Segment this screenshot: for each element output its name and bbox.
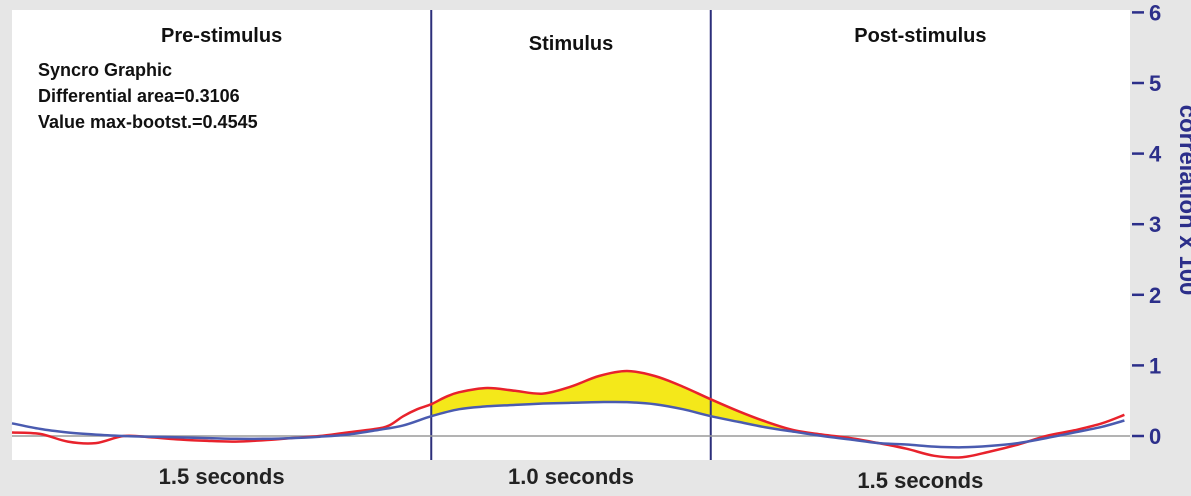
- y-axis: 0 1 2 3 4 5 6: [1132, 0, 1162, 449]
- series-layer: [11, 369, 1125, 459]
- annotation-1: Differential area=0.3106: [38, 86, 240, 106]
- y-tick-label-2: 2: [1149, 283, 1161, 308]
- series-line-blue: [11, 400, 1125, 449]
- y-tick-label-1: 1: [1149, 353, 1161, 378]
- y-tick-label-4: 4: [1149, 142, 1162, 167]
- duration-label-0: 1.5 seconds: [159, 464, 285, 489]
- y-tick-label-0: 0: [1149, 424, 1161, 449]
- series-line-red: [11, 369, 1125, 459]
- phase-label-1: Stimulus: [529, 33, 613, 55]
- y-tick-label-5: 5: [1149, 71, 1161, 96]
- duration-labels: 1.5 seconds 1.0 seconds 1.5 seconds: [159, 464, 984, 493]
- y-axis-label: correlation x 100: [1174, 105, 1191, 296]
- y-tick-label-6: 6: [1149, 0, 1161, 25]
- annotation-0: Syncro Graphic: [38, 60, 172, 80]
- duration-label-2: 1.5 seconds: [857, 468, 983, 493]
- phase-dividers: [430, 10, 712, 460]
- y-tick-label-3: 3: [1149, 212, 1161, 237]
- phase-label-0: Pre-stimulus: [161, 25, 282, 47]
- plot-area: [12, 10, 1130, 460]
- annotations: Syncro Graphic Differential area=0.3106 Va…: [38, 60, 258, 132]
- phase-label-2: Post-stimulus: [854, 25, 986, 47]
- duration-label-1: 1.0 seconds: [508, 464, 634, 489]
- phase-labels: Pre-stimulus Stimulus Post-stimulus: [161, 25, 986, 55]
- annotation-2: Value max-bootst.=0.4545: [38, 112, 258, 132]
